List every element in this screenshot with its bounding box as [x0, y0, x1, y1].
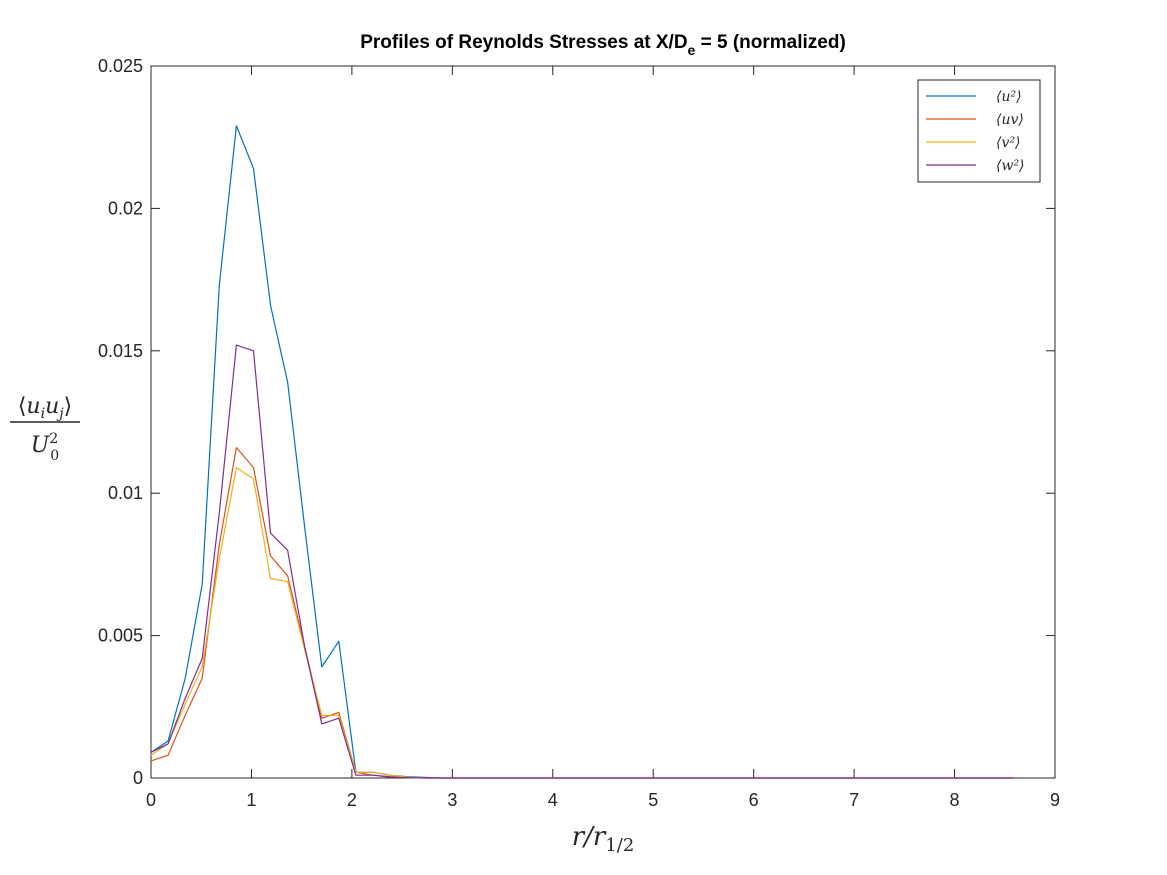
- y-tick-label: 0.02: [108, 198, 143, 218]
- series-line-3: [150, 344, 1014, 779]
- y-tick-label: 0.005: [98, 626, 143, 646]
- x-tick-label: 0: [146, 790, 156, 810]
- chart-title-subscript: e: [688, 42, 696, 58]
- x-tick-label: 9: [1050, 790, 1060, 810]
- x-tick-label: 3: [447, 790, 457, 810]
- x-tick-label: 7: [849, 790, 859, 810]
- legend: ⟨u²⟩ ⟨uv⟩ ⟨v²⟩ ⟨w²⟩: [917, 79, 1041, 183]
- x-axis-label: r/r1/2: [572, 822, 635, 856]
- x-tick-label: 8: [950, 790, 960, 810]
- y-tick-label: 0.025: [98, 56, 143, 76]
- svg-text:⟨uiuj⟩: ⟨uiuj⟩: [18, 394, 72, 422]
- legend-entry-label: ⟨uv⟩: [996, 112, 1024, 128]
- y-tick-label: 0.015: [98, 341, 143, 361]
- svg-text:U20: U2 0: [31, 431, 59, 464]
- legend-entry-label: ⟨u²⟩: [996, 89, 1022, 105]
- x-tick-label: 4: [548, 790, 558, 810]
- y-axis-label: ⟨uiuj⟩ U2 0: [10, 394, 80, 464]
- x-tick-label: 5: [648, 790, 658, 810]
- axes-box: [150, 65, 1056, 779]
- x-tick-label: 2: [347, 790, 357, 810]
- x-tick-label: 6: [749, 790, 759, 810]
- legend-entry-label: ⟨w²⟩: [996, 158, 1025, 174]
- legend-entry-label: ⟨v²⟩: [996, 135, 1020, 151]
- y-tick-label: 0: [133, 768, 143, 788]
- y-tick-label: 0.01: [108, 483, 143, 503]
- x-tick-label: 1: [246, 790, 256, 810]
- plot-area: 0 1 2 3 4 5 6 7 8 9 0 0.005 0.01 0.015 0.02 0.025: [98, 56, 1060, 810]
- chart-title: Profiles of Reynolds Stresses at X/De = …: [360, 32, 846, 58]
